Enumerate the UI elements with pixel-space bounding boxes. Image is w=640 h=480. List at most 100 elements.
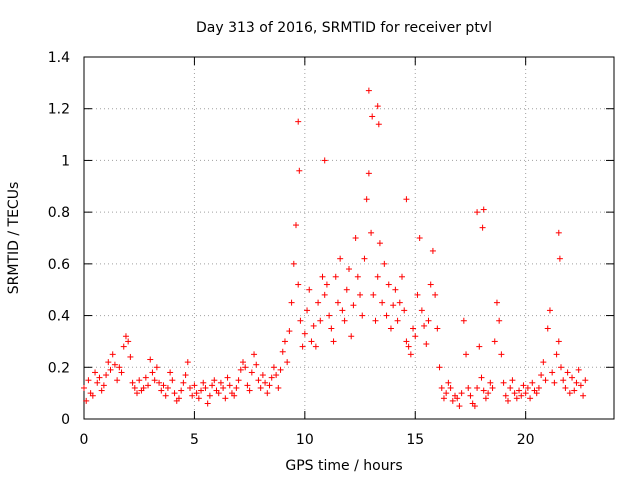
data-point [264, 390, 271, 397]
data-point [187, 384, 193, 391]
data-point [284, 359, 291, 366]
data-point [421, 322, 428, 329]
data-point [158, 387, 165, 394]
data-point [573, 379, 580, 386]
data-point [129, 379, 136, 386]
data-point [571, 387, 578, 394]
data-point [326, 312, 333, 319]
data-point [268, 374, 275, 381]
data-point [149, 369, 156, 376]
data-point [491, 338, 498, 345]
data-point [255, 377, 262, 384]
data-point [193, 390, 200, 397]
data-point [489, 384, 496, 391]
data-point [83, 397, 90, 404]
data-point [169, 377, 176, 384]
data-point [375, 121, 382, 128]
data-point [392, 286, 399, 293]
data-point [156, 379, 163, 386]
data-point [330, 338, 337, 345]
data-point [277, 366, 284, 373]
data-point [240, 359, 246, 366]
data-point [92, 369, 99, 376]
data-point [259, 372, 266, 379]
chart-title: Day 313 of 2016, SRMTID for receiver ptv… [196, 20, 492, 36]
data-point [474, 384, 481, 391]
y-tick-label: 0.2 [48, 360, 70, 376]
data-point [354, 273, 361, 280]
data-point [480, 206, 487, 213]
data-point [328, 325, 335, 332]
data-point [485, 390, 492, 397]
data-point [445, 379, 452, 386]
data-point [299, 343, 306, 350]
data-point [555, 338, 562, 345]
data-point [167, 369, 174, 376]
data-point [332, 273, 339, 280]
data-point [251, 351, 258, 358]
data-point [297, 317, 304, 324]
data-point [493, 299, 500, 306]
data-point [556, 255, 563, 262]
grid [84, 57, 614, 419]
data-point [368, 229, 375, 236]
data-point [160, 382, 167, 389]
y-tick-label: 1 [61, 153, 70, 169]
y-tick-label: 0 [61, 412, 70, 428]
data-point [202, 384, 209, 391]
data-point [370, 291, 377, 298]
y-tick-label: 1.2 [48, 102, 70, 118]
data-point [374, 273, 381, 280]
data-point [103, 372, 110, 379]
data-point [479, 224, 486, 231]
data-point [257, 384, 264, 391]
data-point [341, 317, 348, 324]
data-point [321, 157, 328, 164]
data-point [418, 307, 425, 314]
data-point [385, 281, 392, 288]
data-point [429, 247, 436, 254]
data-point [217, 379, 224, 386]
data-point [147, 356, 154, 363]
data-point [262, 379, 269, 386]
data-point [553, 351, 560, 358]
x-tick-label: 0 [80, 432, 89, 448]
data-point [440, 395, 447, 402]
data-point [476, 343, 483, 350]
data-point [405, 343, 412, 350]
data-point [286, 328, 293, 335]
x-tick-labels: 0 5 10 15 20 [80, 432, 535, 448]
x-tick-label: 5 [190, 432, 199, 448]
data-point [471, 403, 478, 410]
data-point [131, 384, 138, 391]
data-point [85, 377, 92, 384]
data-point [189, 392, 196, 399]
data-point [478, 374, 485, 381]
data-point [136, 377, 143, 384]
data-point [399, 273, 405, 280]
data-point [244, 382, 251, 389]
data-point [423, 341, 430, 348]
data-point [304, 307, 311, 314]
data-point [507, 384, 514, 391]
data-point [323, 281, 330, 288]
data-point [505, 397, 511, 404]
data-point [558, 364, 564, 371]
data-point [535, 384, 542, 391]
data-point [266, 382, 273, 389]
data-point [288, 299, 295, 306]
data-point [509, 377, 516, 384]
data-point [293, 222, 299, 229]
data-point [369, 113, 376, 120]
data-point [346, 266, 352, 273]
data-point [142, 374, 149, 381]
data-point [379, 299, 386, 306]
data-point [182, 372, 189, 379]
data-point [350, 302, 357, 309]
data-point [116, 364, 123, 371]
data-point [107, 366, 114, 373]
data-point [273, 372, 280, 379]
data-point [224, 374, 231, 381]
